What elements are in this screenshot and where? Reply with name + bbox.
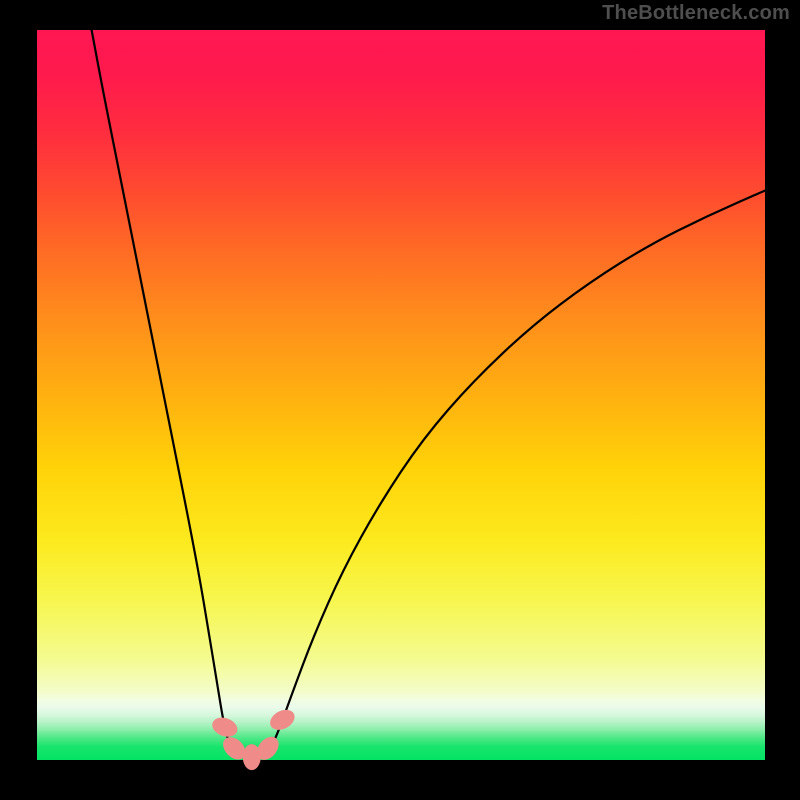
- watermark-text: TheBottleneck.com: [602, 2, 790, 25]
- chart-container: TheBottleneck.com: [0, 0, 800, 800]
- bottleneck-chart: [0, 0, 800, 800]
- plot-background: [37, 30, 765, 760]
